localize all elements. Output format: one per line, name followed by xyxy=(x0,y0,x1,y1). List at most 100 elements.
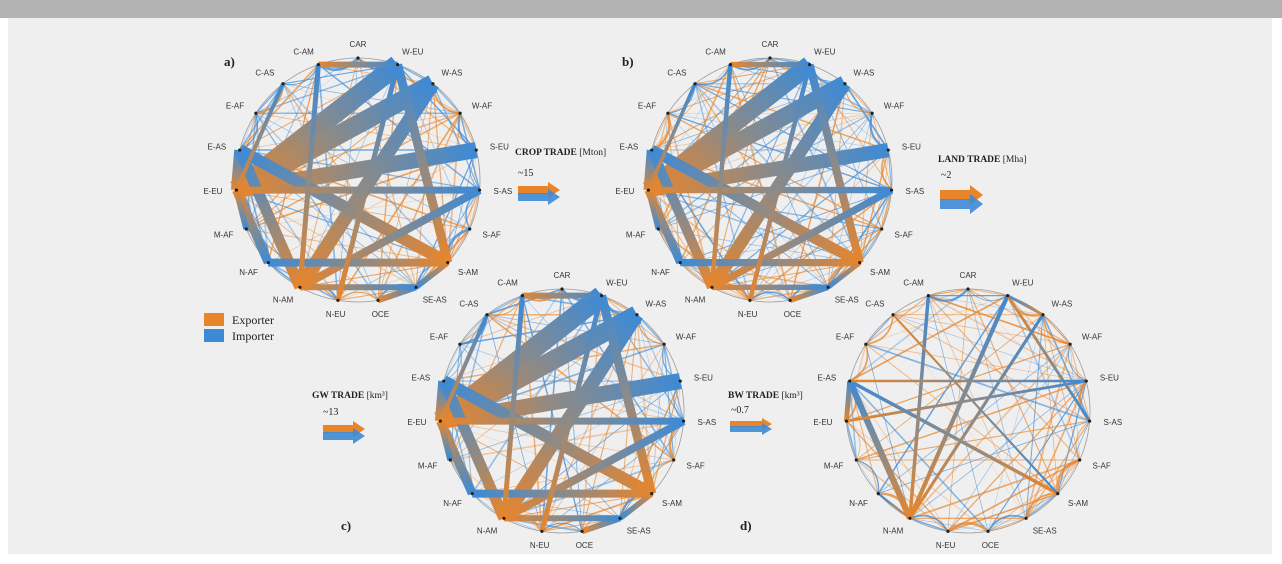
minor-flow-line xyxy=(1025,314,1044,519)
neighbor-flow-arc xyxy=(1056,458,1081,494)
region-label: E-AF xyxy=(430,333,448,342)
minor-flow-line xyxy=(844,83,889,151)
gw-trade-name: GW TRADE xyxy=(312,391,364,401)
minor-flow-line xyxy=(487,314,665,345)
exporter-label: Exporter xyxy=(232,313,274,327)
minor-flow-line xyxy=(1042,314,1091,422)
bw-trade-title: BW TRADE [km³] xyxy=(728,391,803,401)
region-label: S-AF xyxy=(687,462,705,471)
crop-trade-unit: [Mton] xyxy=(579,148,606,158)
major-flow-line xyxy=(297,64,321,288)
minor-flow-line xyxy=(299,262,448,288)
region-label: S-AM xyxy=(870,268,890,277)
minor-flow-line xyxy=(694,64,810,85)
panel-c-label: c) xyxy=(341,518,351,533)
region-label: C-AM xyxy=(903,278,924,287)
minor-flow-line xyxy=(849,380,989,532)
minor-flow-line xyxy=(845,420,858,461)
major-flow-line xyxy=(709,64,733,288)
major-flow-line xyxy=(234,82,285,191)
major-flow-line xyxy=(843,380,853,422)
land-trade-title: LAND TRADE [Mha] xyxy=(938,155,1027,165)
region-label: W-AS xyxy=(442,69,463,78)
gw-trade-unit: [km³] xyxy=(367,391,388,401)
major-flow-line xyxy=(233,189,250,230)
region-node xyxy=(650,492,654,496)
minor-flow-line xyxy=(239,83,284,151)
major-flow-line xyxy=(848,379,1059,496)
region-node xyxy=(864,342,868,346)
minor-flow-line xyxy=(459,295,523,345)
region-label: W-AS xyxy=(1052,300,1073,309)
major-flow-line xyxy=(649,145,863,268)
region-label: W-EU xyxy=(814,47,835,56)
region-node xyxy=(560,287,564,291)
region-node xyxy=(656,227,660,231)
region-label: CAR xyxy=(350,40,367,49)
crop-trade-arrow-icon xyxy=(518,182,560,205)
minor-flow-line xyxy=(844,83,873,114)
minor-flow-line xyxy=(909,518,989,532)
region-node xyxy=(681,419,686,423)
region-node xyxy=(580,529,584,533)
region-node xyxy=(646,188,651,192)
minor-flow-line xyxy=(541,344,665,532)
region-node xyxy=(1087,419,1092,423)
major-flow-line xyxy=(645,189,661,230)
neighbor-flow-arc xyxy=(856,459,880,494)
major-flow-line xyxy=(502,417,686,522)
minor-flow-line xyxy=(880,189,893,230)
region-node xyxy=(870,111,874,115)
region-label: N-AF xyxy=(651,268,670,277)
region-node xyxy=(540,529,544,533)
region-label: S-AF xyxy=(1093,462,1111,471)
minor-flow-line xyxy=(1057,380,1087,494)
region-label: E-EU xyxy=(203,187,222,196)
region-node xyxy=(678,379,682,383)
minor-flow-line xyxy=(749,262,860,301)
minor-flow-line xyxy=(987,314,1044,532)
region-node xyxy=(458,342,462,346)
major-flow-line xyxy=(618,491,654,521)
region-node xyxy=(468,227,472,231)
major-flow-line xyxy=(710,186,894,291)
region-label: N-AM xyxy=(685,296,706,305)
neighbor-flow-arc xyxy=(1068,344,1087,382)
minor-flow-line xyxy=(947,380,1087,532)
region-node xyxy=(966,287,970,291)
region-node xyxy=(808,63,812,67)
minor-flow-line xyxy=(909,459,1081,520)
region-label: W-AF xyxy=(676,333,696,342)
neighbor-flow-arc xyxy=(282,64,319,85)
region-node xyxy=(650,148,654,152)
region-label: E-EU xyxy=(813,418,832,427)
minor-flow-line xyxy=(892,288,969,316)
exporter-swatch xyxy=(204,313,224,326)
region-label: W-EU xyxy=(606,278,627,287)
minor-flow-line xyxy=(967,288,1027,519)
region-label: N-AF xyxy=(849,499,868,508)
minor-flow-line xyxy=(1069,344,1081,461)
minor-flow-line xyxy=(651,64,731,151)
minor-flow-line xyxy=(909,517,949,533)
neighbor-flow-arc xyxy=(947,521,989,533)
region-label: E-AF xyxy=(638,102,656,111)
region-node xyxy=(448,458,452,462)
region-node xyxy=(431,82,435,86)
major-flow-line xyxy=(539,294,605,532)
major-flow-line xyxy=(747,64,812,301)
bw-trade-name: BW TRADE xyxy=(728,391,779,401)
region-label: S-AS xyxy=(494,187,513,196)
region-node xyxy=(986,529,990,533)
minor-flow-line xyxy=(849,380,879,494)
region-label: E-EU xyxy=(407,418,426,427)
minor-flow-line xyxy=(877,295,1009,495)
neighbor-flow-arc xyxy=(337,291,379,301)
region-node xyxy=(843,82,847,86)
minor-flow-line xyxy=(1042,314,1071,345)
region-label: E-EU xyxy=(615,187,634,196)
region-label: W-AF xyxy=(472,102,492,111)
minor-flow-line xyxy=(255,83,284,114)
region-label: C-AM xyxy=(497,278,518,287)
region-label: C-AS xyxy=(667,69,686,78)
